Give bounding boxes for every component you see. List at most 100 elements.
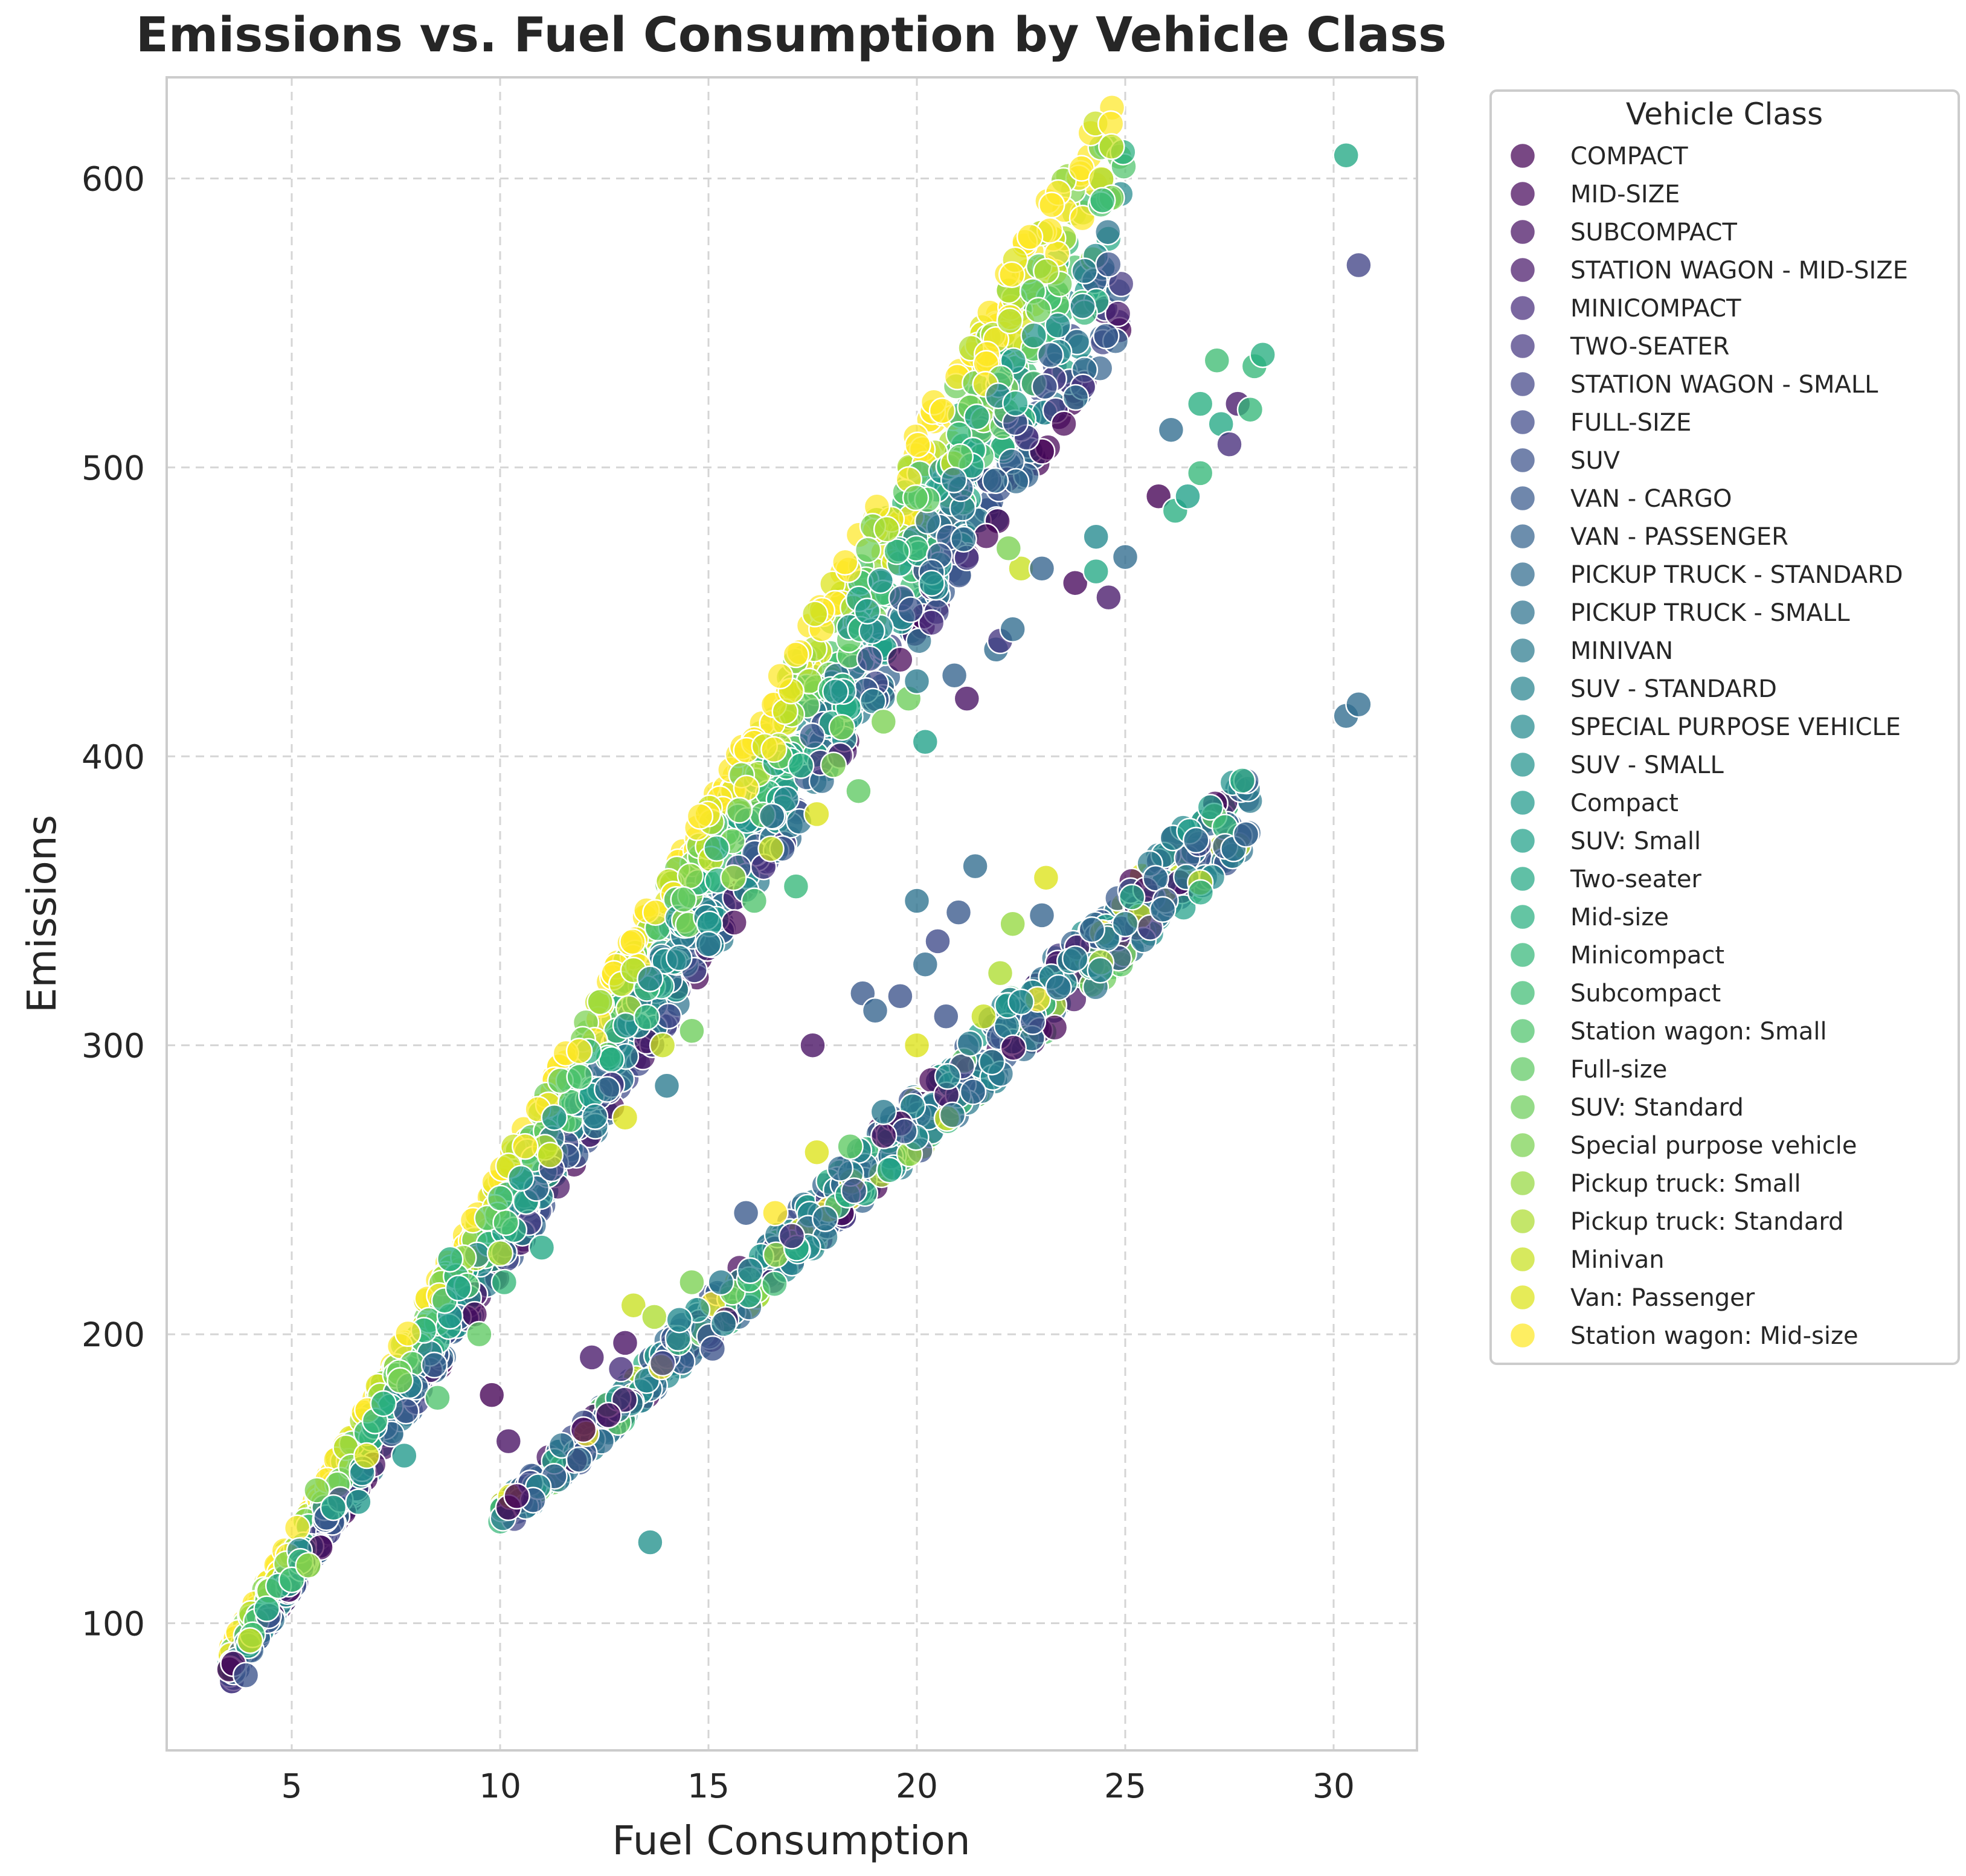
data-point	[507, 1164, 535, 1192]
data-point	[666, 1306, 693, 1334]
data-point	[840, 1177, 868, 1204]
legend-label: PICKUP TRUCK - SMALL	[1570, 599, 1850, 627]
data-point	[678, 1017, 705, 1045]
data-point	[1024, 297, 1052, 324]
data-point	[1038, 191, 1065, 219]
data-point	[420, 1351, 448, 1379]
data-point	[695, 930, 722, 958]
data-point	[1007, 988, 1035, 1016]
legend-marker	[1509, 332, 1537, 360]
data-point	[902, 484, 930, 512]
data-point	[782, 641, 809, 669]
data-point	[678, 1268, 705, 1296]
y-tick-label: 200	[82, 1315, 145, 1354]
data-point	[867, 567, 895, 594]
data-point	[486, 1239, 514, 1267]
data-point	[918, 570, 945, 597]
data-point	[876, 1157, 903, 1184]
data-point	[732, 1199, 760, 1227]
data-point	[853, 597, 881, 625]
legend-marker	[1509, 218, 1537, 246]
data-point	[999, 615, 1026, 643]
data-point	[946, 443, 974, 471]
data-point	[670, 886, 697, 913]
legend-marker	[1509, 294, 1537, 322]
data-point	[787, 752, 815, 779]
data-point	[903, 1032, 931, 1059]
data-point	[620, 1291, 647, 1319]
data-point	[633, 1003, 661, 1031]
legend-label: MID-SIZE	[1570, 181, 1680, 208]
data-point	[1078, 916, 1106, 943]
data-point	[707, 1268, 734, 1296]
data-point	[1332, 141, 1360, 169]
data-point	[611, 1104, 639, 1131]
legend-marker	[1509, 1017, 1537, 1045]
legend-label: SUV - SMALL	[1570, 751, 1724, 779]
data-point	[1095, 583, 1122, 611]
legend-label: Minivan	[1570, 1246, 1665, 1274]
data-point	[854, 536, 882, 564]
legend-label: MINICOMPACT	[1570, 295, 1741, 323]
data-point	[478, 1381, 506, 1409]
data-point	[492, 1209, 519, 1236]
data-point	[897, 596, 924, 623]
legend-marker	[1509, 1322, 1537, 1349]
data-point	[883, 538, 910, 565]
data-point	[570, 1416, 597, 1444]
data-point	[1249, 341, 1276, 368]
data-point	[1232, 821, 1260, 848]
data-point	[512, 1132, 539, 1160]
data-point	[607, 1355, 635, 1383]
data-point	[320, 1494, 347, 1521]
legend-label: MINIVAN	[1570, 637, 1673, 665]
data-point	[283, 1514, 311, 1541]
data-point	[686, 803, 714, 830]
data-point	[586, 988, 614, 1016]
legend-marker	[1509, 979, 1537, 1007]
data-point	[917, 609, 945, 637]
data-point	[801, 600, 829, 628]
data-point	[887, 646, 914, 673]
data-point	[845, 777, 872, 805]
data-point	[370, 1390, 397, 1418]
data-point	[996, 307, 1024, 335]
data-point	[710, 1310, 737, 1338]
data-point	[611, 1329, 639, 1357]
data-point	[1082, 523, 1110, 550]
data-point	[1071, 257, 1098, 284]
data-point	[811, 1205, 839, 1232]
legend-label: Station wagon: Mid-size	[1570, 1322, 1858, 1350]
data-point	[760, 736, 788, 763]
legend-label: Two-seater	[1570, 866, 1701, 893]
data-point	[1186, 390, 1214, 417]
data-point	[822, 678, 849, 705]
data-point	[593, 1076, 621, 1103]
data-point	[820, 751, 847, 779]
data-point	[762, 1199, 789, 1227]
legend-marker	[1509, 1131, 1537, 1159]
data-point	[1002, 390, 1029, 417]
data-point	[598, 1046, 625, 1073]
data-point	[778, 1222, 806, 1250]
data-point	[1098, 133, 1125, 160]
legend-label: PICKUP TRUCK - STANDARD	[1570, 561, 1903, 589]
x-tick-label: 25	[1104, 1767, 1146, 1805]
legend-label: SUV: Small	[1570, 827, 1701, 855]
data-point	[387, 1367, 414, 1394]
legend-marker	[1509, 1169, 1537, 1197]
data-point	[1197, 794, 1224, 821]
legend-label: Pickup truck: Standard	[1570, 1208, 1844, 1236]
x-axis-ticks: 5 10 15 20 25 30	[281, 1767, 1355, 1805]
data-point	[803, 800, 830, 828]
data-point	[995, 535, 1023, 562]
data-point	[1187, 879, 1215, 906]
data-point	[1036, 341, 1064, 369]
data-point	[1174, 483, 1201, 510]
data-point	[962, 852, 989, 880]
x-tick-label: 10	[479, 1767, 521, 1805]
data-point	[1082, 557, 1110, 585]
data-point	[1033, 257, 1060, 285]
x-tick-label: 15	[687, 1767, 730, 1805]
y-axis-label: Emissions	[19, 815, 65, 1013]
